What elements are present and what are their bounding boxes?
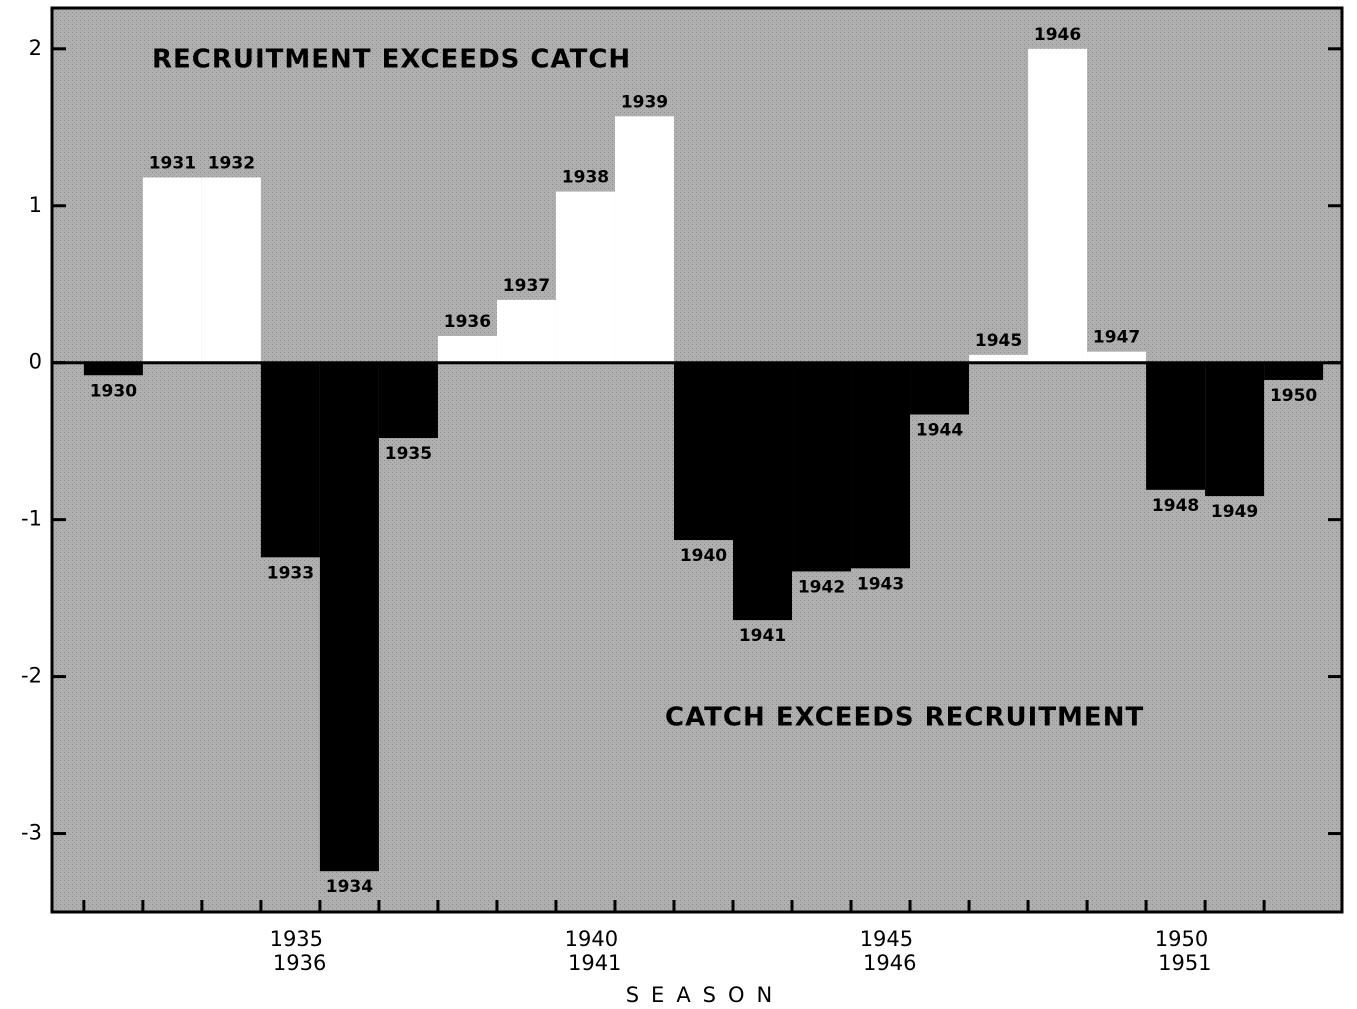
bar-label: 1935 (385, 444, 432, 464)
y-tick-label: 2 (29, 36, 42, 60)
bar-label: 1950 (1270, 386, 1317, 406)
bar (851, 362, 911, 569)
y-tick-label: 0 (29, 350, 42, 374)
bar-label: 1939 (621, 92, 668, 112)
bar-label: 1941 (739, 626, 786, 646)
bar (910, 362, 970, 415)
bar-label: 1942 (798, 577, 845, 597)
y-tick-label: 1 (29, 193, 42, 217)
bar (260, 362, 320, 558)
bar-label: 1936 (444, 312, 491, 332)
x-tick-label: 1950 1951 (1151, 927, 1211, 975)
x-tick-label: 1945 1946 (856, 927, 916, 975)
x-tick-label: 1940 1941 (561, 927, 621, 975)
bar (614, 116, 674, 363)
bar-label: 1946 (1034, 25, 1081, 45)
bar (319, 362, 379, 872)
x-tick-label: 1935 1936 (266, 927, 326, 975)
annotation: RECRUITMENT EXCEEDS CATCH (152, 45, 631, 75)
annotation: CATCH EXCEEDS RECRUITMENT (665, 703, 1144, 733)
bar (732, 362, 793, 621)
bar (673, 362, 733, 541)
bar (201, 177, 261, 363)
bar-label: 1934 (326, 877, 373, 897)
bar (1028, 48, 1088, 363)
x-axis-label: SEASON (626, 983, 785, 1007)
bar-label: 1947 (1093, 328, 1140, 348)
bar (555, 191, 615, 363)
bar (1205, 362, 1265, 497)
bar-label: 1944 (916, 420, 963, 440)
bar-label: 1948 (1152, 496, 1199, 516)
bar-label: 1932 (208, 154, 255, 174)
y-tick-label: -2 (21, 664, 42, 688)
y-tick-label: -3 (21, 821, 42, 845)
bar-label: 1938 (562, 168, 609, 188)
bar (1087, 351, 1147, 363)
bar-label: 1930 (90, 381, 137, 401)
bar-label: 1949 (1211, 502, 1258, 522)
bar-label: 1933 (267, 563, 314, 583)
y-tick-label: -1 (21, 507, 42, 531)
bar (496, 299, 556, 363)
bar-label: 1943 (857, 574, 904, 594)
bar (83, 362, 143, 376)
bar-label: 1937 (503, 276, 550, 296)
bar (969, 354, 1029, 363)
bar (378, 362, 438, 439)
bar (792, 362, 852, 572)
bar-label: 1940 (680, 546, 727, 566)
bar (437, 336, 497, 363)
bar (1264, 362, 1324, 380)
bar (1146, 362, 1206, 490)
bar (142, 177, 202, 363)
bar-label: 1931 (149, 154, 196, 174)
bar-label: 1945 (975, 331, 1022, 351)
